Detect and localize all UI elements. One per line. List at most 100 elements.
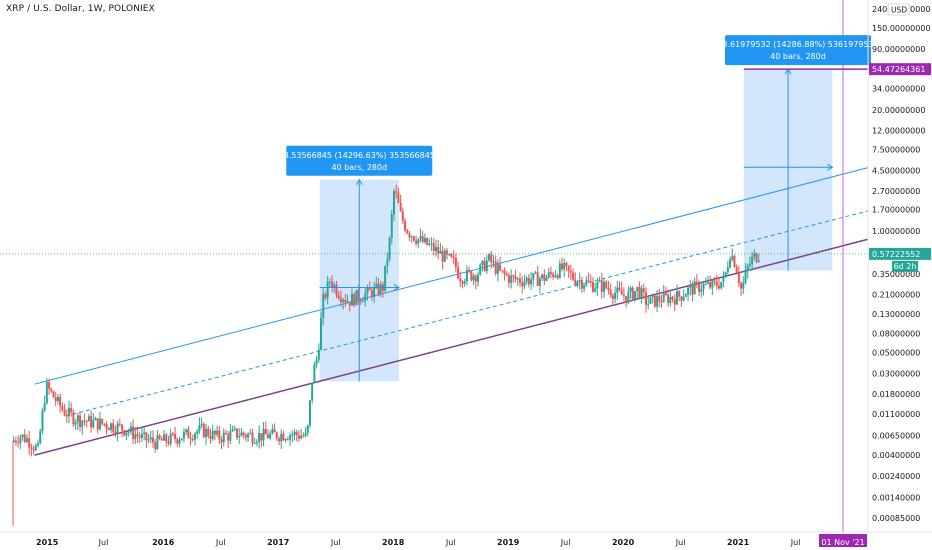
candle-body xyxy=(390,214,393,238)
candle-body xyxy=(194,433,197,440)
candle-body xyxy=(337,295,340,299)
candle-body xyxy=(74,422,77,425)
candle-body xyxy=(700,289,703,292)
candle-body xyxy=(138,435,141,438)
upper-trend-line[interactable] xyxy=(34,167,869,385)
candle-body xyxy=(726,267,729,273)
candle-body xyxy=(401,211,404,222)
x-axis[interactable]: 2015 Jul 2016 Jul 2017 Jul 2018 Jul 2019 Jul 2020 J… xyxy=(0,531,932,547)
y-tick-label: 90.00000000 xyxy=(872,45,925,54)
measure-label-box xyxy=(286,145,433,176)
candle-body xyxy=(262,428,265,441)
candle-body xyxy=(567,265,570,271)
lower-trend-line[interactable] xyxy=(34,238,869,456)
candle-body xyxy=(227,434,230,441)
y-tick-label: 0.21000000 xyxy=(872,291,920,300)
candle-body xyxy=(176,438,179,444)
candle-body xyxy=(333,284,336,288)
candle-body xyxy=(260,433,263,441)
candle-body xyxy=(465,269,468,282)
candle-body xyxy=(207,428,210,437)
trend-lines[interactable] xyxy=(0,0,869,532)
candle-body xyxy=(715,281,718,286)
candle-body xyxy=(21,434,24,438)
candle-body xyxy=(415,240,418,244)
candle-body xyxy=(609,289,612,296)
candle-body xyxy=(308,400,311,426)
candle-body xyxy=(417,239,420,244)
candle-body xyxy=(353,293,356,306)
candle-body xyxy=(474,275,477,282)
candle-body xyxy=(169,433,172,444)
candle-body xyxy=(645,292,648,305)
y-tick-label: 0.00140000 xyxy=(872,494,920,503)
candle-body xyxy=(98,418,101,430)
candle-body xyxy=(704,283,707,285)
candle-body xyxy=(300,435,303,439)
y-tick-label: 0.01800000 xyxy=(872,390,920,399)
measure-labels: 3.53566845 (14296.63%) 353566845 40 bars,… xyxy=(284,35,879,176)
y-tick-label: 0.05000000 xyxy=(872,349,920,358)
candle-body xyxy=(611,295,614,299)
candle-body xyxy=(182,432,185,439)
candle-body xyxy=(691,284,694,295)
candle-body xyxy=(494,261,497,274)
candle-body xyxy=(408,233,411,238)
candle-body xyxy=(167,441,170,444)
candle-body xyxy=(452,257,455,259)
candle-body xyxy=(185,429,188,433)
candle-body xyxy=(658,296,661,302)
candle-body xyxy=(282,433,285,441)
y-tick-label: 20.00000000 xyxy=(872,106,925,115)
candle-body xyxy=(370,290,373,298)
candle-body xyxy=(189,438,192,440)
candle-body xyxy=(399,202,402,212)
candle-body xyxy=(105,424,108,429)
y-tick-label: 0.35000000 xyxy=(872,270,920,279)
candle-body xyxy=(373,287,376,298)
candle-body xyxy=(631,287,634,300)
candle-body xyxy=(180,438,183,441)
y-tick-label: 0.00085000 xyxy=(872,514,920,523)
candle-body xyxy=(673,299,676,305)
x-tick-label: 2020 xyxy=(612,538,635,547)
y-tick-label: 34.00000000 xyxy=(872,84,925,93)
candle-body xyxy=(134,434,137,439)
candle-body xyxy=(729,259,732,268)
candle-body xyxy=(251,432,254,444)
currency-label: USD xyxy=(891,6,907,15)
countdown-box xyxy=(892,260,918,272)
candle-body xyxy=(249,432,252,434)
currency-box[interactable] xyxy=(887,3,911,16)
candle-body xyxy=(92,420,95,428)
candle-body xyxy=(744,270,747,283)
candle-body xyxy=(205,428,208,438)
y-tick-label: 0.00650000 xyxy=(872,431,920,440)
candle-body xyxy=(618,287,621,290)
candle-body xyxy=(278,438,281,442)
candle-body xyxy=(348,301,351,306)
candle-body xyxy=(253,443,256,445)
candle-body xyxy=(123,430,126,436)
candle-body xyxy=(96,418,99,430)
candle-body xyxy=(753,253,756,257)
candles xyxy=(12,184,760,457)
candle-body xyxy=(746,265,749,271)
candle-body xyxy=(30,447,33,449)
candle-body xyxy=(271,429,274,434)
candle-body xyxy=(512,275,515,277)
middle-trend-line[interactable] xyxy=(65,210,869,417)
candle-body xyxy=(629,287,632,292)
candle-body xyxy=(671,296,674,300)
y-tick-label: 150.00000000 xyxy=(872,24,931,33)
candle-body xyxy=(165,434,168,442)
y-axis[interactable]: 240.00000000150.0000000090.0000000054.47… xyxy=(867,0,931,532)
x-tick-label: 2021 xyxy=(727,538,750,547)
candle-body xyxy=(680,296,683,301)
candle-body xyxy=(572,272,575,280)
candle-body xyxy=(158,435,161,439)
candle-body xyxy=(114,431,117,435)
candle-body xyxy=(448,254,451,256)
candle-body xyxy=(52,391,55,398)
